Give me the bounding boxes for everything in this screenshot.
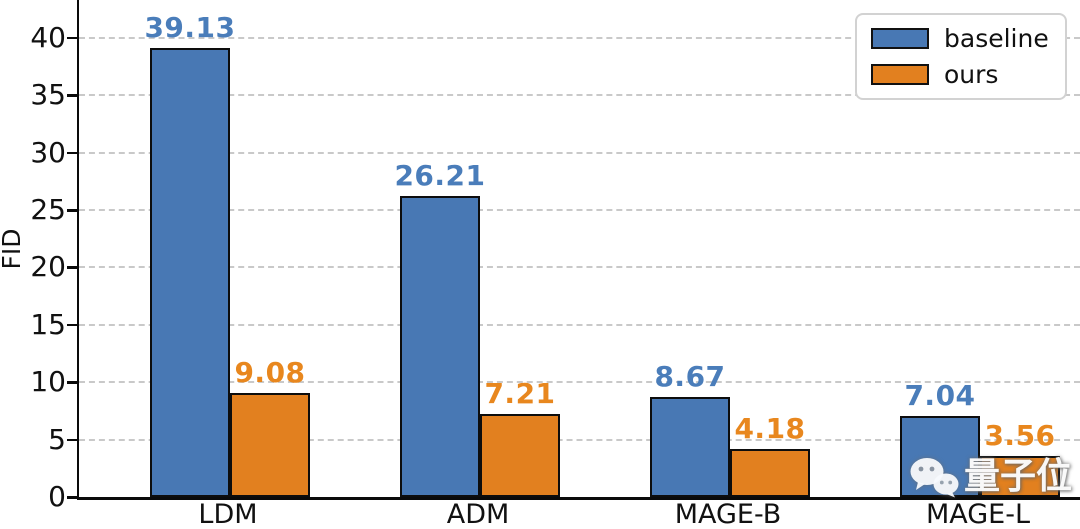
bar-ours-MAGE-L	[980, 456, 1060, 497]
y-tick-label-5: 5	[48, 422, 66, 456]
value-label-ours-MAGE-B: 4.18	[734, 412, 806, 446]
legend: baseline ours	[855, 13, 1067, 100]
y-tick-label-15: 15	[30, 307, 66, 341]
bar-ours-MAGE-B	[730, 449, 810, 497]
y-tick-label-30: 30	[30, 135, 66, 169]
y-tick-mark	[67, 151, 77, 155]
legend-swatch-baseline	[871, 28, 929, 49]
x-tick-label-MAGE-B: MAGE-B	[674, 499, 782, 529]
y-tick-label-40: 40	[30, 20, 66, 54]
value-label-ours-MAGE-L: 3.56	[984, 419, 1056, 453]
plot-area: 39.13 9.08 26.21 7.21 8.67 4.18 7.04 3.56	[77, 0, 1080, 500]
gridline-y-10	[79, 381, 1080, 384]
y-tick-label-25: 25	[30, 193, 66, 227]
watermark: 量子位	[908, 456, 1072, 498]
x-tick-label-ADM: ADM	[446, 499, 510, 529]
value-label-ours-LDM: 9.08	[234, 355, 306, 389]
y-tick-mark	[67, 266, 77, 269]
value-label-baseline-MAGE-L: 7.04	[904, 379, 976, 413]
bar-baseline-ADM	[400, 196, 480, 497]
gridline-y-5	[79, 438, 1080, 441]
y-tick-mark	[67, 381, 77, 384]
watermark-text: 量子位	[964, 456, 1073, 497]
legend-label-ours: ours	[944, 60, 999, 89]
y-tick-label-0: 0	[48, 480, 66, 513]
value-label-baseline-ADM: 26.21	[394, 159, 486, 193]
legend-swatch-ours	[871, 64, 929, 85]
value-label-baseline-MAGE-B: 8.67	[654, 360, 726, 394]
legend-item-ours: ours	[871, 62, 1051, 87]
bar-baseline-MAGE-B	[650, 397, 730, 497]
y-tick-label-35: 35	[30, 78, 66, 112]
value-label-ours-ADM: 7.21	[484, 377, 556, 411]
y-tick-mark	[67, 209, 77, 212]
y-tick-mark	[67, 323, 77, 327]
y-tick-mark	[67, 94, 77, 97]
y-tick-mark	[67, 438, 77, 442]
gridline-y-15	[79, 323, 1080, 326]
y-tick-label-20: 20	[30, 250, 66, 284]
value-label-baseline-LDM: 39.13	[144, 10, 236, 44]
bar-baseline-LDM	[150, 47, 230, 497]
bar-ours-ADM	[480, 414, 560, 497]
y-tick-mark	[67, 36, 77, 40]
gridline-y-35	[79, 94, 1080, 97]
gridline-y-30	[79, 151, 1080, 154]
y-tick-mark	[67, 496, 77, 499]
x-tick-label-LDM: LDM	[198, 499, 258, 529]
gridline-y-20	[79, 266, 1080, 269]
gridline-y-40	[79, 36, 1080, 39]
legend-item-baseline: baseline	[871, 26, 1051, 51]
legend-label-baseline: baseline	[944, 24, 1049, 53]
bar-ours-LDM	[230, 392, 310, 497]
wechat-icon	[910, 458, 959, 498]
gridline-y-25	[79, 209, 1080, 212]
x-tick-label-MAGE-L: MAGE-L	[925, 499, 1031, 529]
y-tick-label-10: 10	[30, 365, 66, 399]
